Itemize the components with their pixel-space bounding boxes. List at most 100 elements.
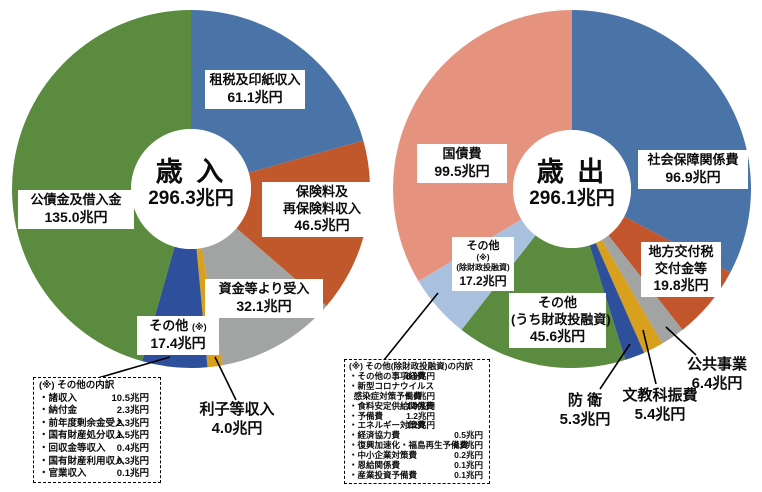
expenditure-slice-4 <box>589 243 645 360</box>
label-text: 資金等より受入 <box>218 281 310 296</box>
label-text: 社会保障関係費 <box>647 152 739 167</box>
leader-line-revenue-note <box>97 356 171 379</box>
label-education-science: 文教科振費 5.4兆円 <box>622 387 698 425</box>
note-item-value: 0.2兆円 <box>454 450 483 461</box>
label-value: 17.2兆円 <box>459 273 507 288</box>
expenditure-slice-0 <box>572 10 751 273</box>
note-item-value: 1.9兆円 <box>406 400 435 411</box>
label-value: 5.4兆円 <box>634 405 686 423</box>
note-item: ・中小企業対策費 0.2兆円 <box>349 450 485 461</box>
note-item-label: ・恩給関係費 <box>349 460 401 471</box>
label-funds-received: 資金等より受入 32.1兆円 <box>205 279 323 318</box>
label-text: 公債金及借入金 <box>30 192 122 207</box>
note-item: ・エネルギー対策費 1.2兆円 <box>349 420 485 431</box>
label-interest-revenue: 利子等収入 4.0兆円 <box>196 401 278 439</box>
label-tax-stamp-revenue: 租税及印紙収入 61.1兆円 <box>205 70 305 109</box>
expenditure-center-label: 歳 出 296.1兆円 <box>507 157 637 211</box>
label-text: 防 衛 <box>567 392 603 409</box>
label-text: 国債費 <box>442 146 482 161</box>
note-item-value: 0.1兆円 <box>454 460 483 471</box>
revenue-donut <box>11 10 370 369</box>
label-government-bonds: 公債金及借入金 135.0兆円 <box>18 190 134 229</box>
note-item-value: 6.9兆円 <box>406 370 435 381</box>
expenditure-other-breakdown-note: (※) その他(除財政投融資)の内訳 ・その他の事項経費 6.9兆円 ・新型コロナウ… <box>344 359 490 484</box>
note-item: 感染症対策予備費 5.0兆円 <box>349 390 485 402</box>
note-item: ・国有財産利用収入 0.3兆円 <box>39 456 155 469</box>
label-insurance-revenue: 保険料及 再保険料収入 46.5兆円 <box>262 182 382 238</box>
label-other-revenue: その他 (※) 17.4兆円 <box>137 316 219 355</box>
note-item: ・その他の事項経費 6.9兆円 <box>349 370 485 382</box>
note-item: ・食料安定供給関係費 1.9兆円 <box>349 400 485 412</box>
label-value: 96.9兆円 <box>665 168 721 185</box>
label-text: その他 <box>466 240 500 252</box>
note-item: ・予備費 1.2兆円 <box>349 410 485 422</box>
label-text: 再保険料収入 <box>282 200 361 216</box>
label-value: 45.6兆円 <box>529 328 586 345</box>
note-item-label: ・経済協力費 <box>349 430 401 441</box>
label-value: 46.5兆円 <box>294 217 350 234</box>
note-item-value: 0.5兆円 <box>454 430 483 441</box>
note-item: ・恩給関係費 0.1兆円 <box>349 460 485 471</box>
note-item: ・諸収入 10.5兆円 <box>39 393 155 406</box>
label-text: その他 <box>537 295 577 310</box>
note-item-label: ・食料安定供給関係費 <box>349 400 435 411</box>
revenue-title: 歳 入 <box>155 157 227 187</box>
label-value: 32.1兆円 <box>236 297 292 314</box>
label-value: 6.4兆円 <box>691 374 743 392</box>
label-text: 交付金等 <box>654 260 707 276</box>
expenditure-donut-hole <box>513 130 631 248</box>
note-item-label: ・産業投資予備費 <box>349 469 418 480</box>
label-text: 租税及印紙収入 <box>209 72 301 87</box>
leader-line-public-works <box>665 326 697 356</box>
expenditure-title: 歳 出 <box>536 157 608 187</box>
label-text: 文教科振費 <box>622 387 698 404</box>
asterisk-mark: (※) <box>191 322 207 332</box>
note-item-label: ・国有財産処分収入 <box>39 430 125 442</box>
label-value: 99.5兆円 <box>434 162 490 179</box>
label-value: 19.8兆円 <box>653 277 709 294</box>
note-title: (※) その他(除財政投融資)の内訳 <box>349 361 473 371</box>
expenditure-slice-3 <box>595 239 663 353</box>
note-item-label: ・復興加速化・福島再生予備費 <box>349 440 469 451</box>
note-item-label: 感染症対策予備費 <box>349 390 422 401</box>
note-item-value: 5.0兆円 <box>406 390 435 401</box>
note-item-value: 1.2兆円 <box>406 420 435 431</box>
revenue-total: 296.3兆円 <box>148 188 234 210</box>
note-item-value: 10.5兆円 <box>111 392 150 404</box>
note-item: ・復興加速化・福島再生予備費 0.2兆円 <box>349 440 485 451</box>
note-item-value: 2.3兆円 <box>116 417 149 429</box>
note-item-label: ・エネルギー対策費 <box>349 420 426 431</box>
label-text: 保険料及 <box>295 184 348 199</box>
label-other-filp: その他 (うち財政投融資) 45.6兆円 <box>509 293 611 349</box>
note-item: ・国有財産処分収入 1.5兆円 <box>39 430 155 443</box>
label-text: 地方交付税 <box>648 244 714 259</box>
label-social-security: 社会保障関係費 96.9兆円 <box>638 150 748 189</box>
note-item: ・前年度剰余金受入 2.3兆円 <box>39 418 155 431</box>
label-text: (除財政投融資) <box>456 263 510 273</box>
label-text: その他 <box>149 318 189 333</box>
note-rows: ・その他の事項経費 6.9兆円 ・新型コロナウイルス 感染症対策予備費 5.0兆円 ・食… <box>349 370 485 481</box>
note-item-label: ・新型コロナウイルス <box>349 380 435 391</box>
leader-line-interest <box>214 356 237 401</box>
label-value: 61.1兆円 <box>227 88 283 105</box>
note-item-value: 0.2兆円 <box>454 440 483 451</box>
note-title: (※) その他の内訳 <box>39 380 115 391</box>
label-value: 17.4兆円 <box>150 334 206 351</box>
note-item-value: 1.2兆円 <box>406 410 435 421</box>
label-public-works: 公共事業 6.4兆円 <box>684 356 750 394</box>
note-item: ・産業投資予備費 0.1兆円 <box>349 469 485 481</box>
expenditure-total: 296.1兆円 <box>529 188 615 210</box>
note-item-label: ・国有財産利用収入 <box>39 455 125 467</box>
label-text: その他 (※) <box>139 318 217 335</box>
note-item-value: 2.3兆円 <box>116 405 149 417</box>
note-item-value: 0.3兆円 <box>116 455 149 467</box>
revenue-other-breakdown-note: (※) その他の内訳 ・諸収入 10.5兆円 ・納付金 2.3兆円 ・前年度剰余金受入 2… <box>33 377 161 483</box>
label-text: 利子等収入 <box>199 401 275 418</box>
label-defense: 防 衛 5.3兆円 <box>553 392 617 430</box>
note-item-value: 1.5兆円 <box>116 430 149 442</box>
revenue-donut-hole <box>131 129 251 249</box>
asterisk-mark: (※) <box>476 253 490 263</box>
note-item: ・回収金等収入 0.4兆円 <box>39 443 155 456</box>
label-other-excluding-filp: その他 (※) (除財政投融資) 17.2兆円 <box>452 237 514 292</box>
